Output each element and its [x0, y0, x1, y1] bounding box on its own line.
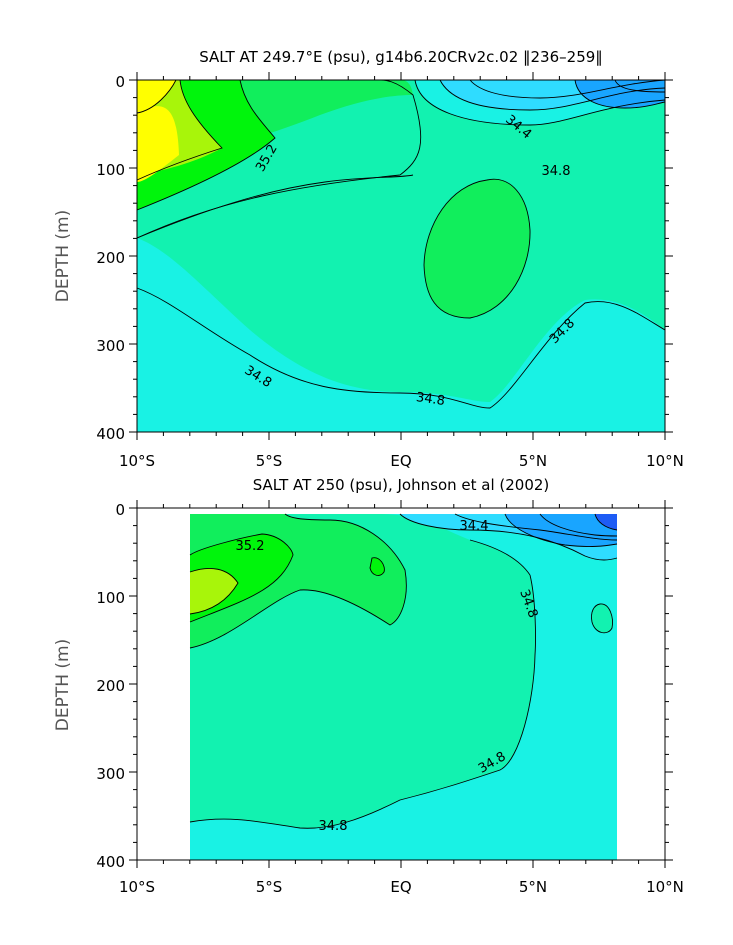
top-xtick-10n: 10°N [646, 452, 684, 470]
bottom-contour-small-bump [369, 557, 385, 576]
bottom-contour-lime-edge [189, 567, 239, 615]
bottom-contour-33-8 [594, 513, 618, 531]
bottom-ytick-0: 0 [115, 501, 125, 519]
bottom-label-34-4: 34.4 [460, 519, 489, 534]
bottom-contour-34-6 [399, 513, 618, 561]
top-contour-blob [423, 178, 531, 319]
bottom-xtick-5s: 5°S [256, 878, 283, 896]
top-panel: SALT AT 249.7°E (psu), g14b6.20CRv2c.02 … [53, 48, 684, 470]
top-label-34-8-a: 34.8 [542, 164, 571, 179]
top-contour-34-6 [439, 79, 666, 111]
top-fill-yellow [137, 80, 176, 113]
top-fill-deep-cyan [137, 238, 665, 432]
bottom-contour-34-8-main [189, 574, 536, 829]
top-xtick-10s: 10°S [119, 452, 155, 470]
top-axis-ticks [129, 72, 673, 440]
bottom-ytick-300: 300 [96, 765, 125, 783]
bottom-contour-34-4 [454, 513, 618, 541]
top-ytick-300: 300 [96, 337, 125, 355]
bottom-fill-right-lens [591, 603, 613, 633]
bottom-label-35-2: 35.2 [236, 539, 265, 554]
bottom-xtick-10n: 10°N [646, 878, 684, 896]
bottom-contour-green-edge [189, 513, 407, 649]
top-contour-yellow-edge [136, 79, 177, 114]
top-fill-yellow-core [137, 106, 179, 182]
top-fill-green-blob [424, 179, 531, 318]
bottom-plot-area: 35.2 34.4 34.8 34.8 34.8 [189, 513, 618, 860]
bottom-fill-blue [505, 514, 617, 547]
bottom-panel-title: SALT AT 250 (psu), Johnson et al (2002) [253, 476, 550, 494]
top-ytick-0: 0 [115, 73, 125, 91]
bottom-contour-34-0 [539, 513, 618, 537]
top-ytick-100: 100 [96, 161, 125, 179]
top-contour-34-2 [574, 79, 666, 109]
top-contour-green-base [136, 174, 414, 239]
bottom-contour-34-8-top [469, 539, 531, 576]
bottom-contour-right-lens [591, 603, 613, 634]
bottom-y-axis-label: DEPTH (m) [53, 639, 73, 731]
top-ytick-400: 400 [96, 425, 125, 443]
top-contour-35-2 [136, 79, 276, 211]
bottom-fill-fresh-blue [595, 514, 617, 530]
bottom-ytick-100: 100 [96, 589, 125, 607]
top-panel-title: SALT AT 249.7°E (psu), g14b6.20CRv2c.02 … [199, 48, 603, 66]
bottom-xtick-eq: EQ [390, 878, 411, 896]
top-contour-34-4 [469, 79, 666, 99]
bottom-fill-lime [190, 568, 238, 614]
top-contour-lime-edge [136, 79, 223, 181]
bottom-axis-ticks [129, 500, 673, 868]
bottom-ytick-200: 200 [96, 677, 125, 695]
top-ytick-200: 200 [96, 249, 125, 267]
bottom-label-34-8-c: 34.8 [319, 819, 348, 834]
top-contour-34-8-deep [136, 287, 666, 409]
bottom-contour-34-2 [504, 513, 618, 547]
bottom-panel: SALT AT 250 (psu), Johnson et al (2002) [53, 476, 684, 896]
bottom-ytick-400: 400 [96, 853, 125, 871]
top-xtick-5n: 5°N [519, 452, 547, 470]
top-xtick-eq: EQ [390, 452, 411, 470]
top-contour-34-0 [614, 79, 666, 93]
bottom-contour-35-2 [189, 533, 294, 623]
top-y-axis-label: DEPTH (m) [53, 210, 73, 302]
bottom-xtick-5n: 5°N [519, 878, 547, 896]
top-xtick-5s: 5°S [256, 452, 283, 470]
top-label-34-8-d: 34.8 [415, 390, 446, 409]
bottom-fill-small-bump [370, 557, 385, 576]
bottom-xtick-10s: 10°S [119, 878, 155, 896]
top-plot-area: 34.4 35.2 34.8 34.8 34.8 34.8 [136, 79, 666, 432]
